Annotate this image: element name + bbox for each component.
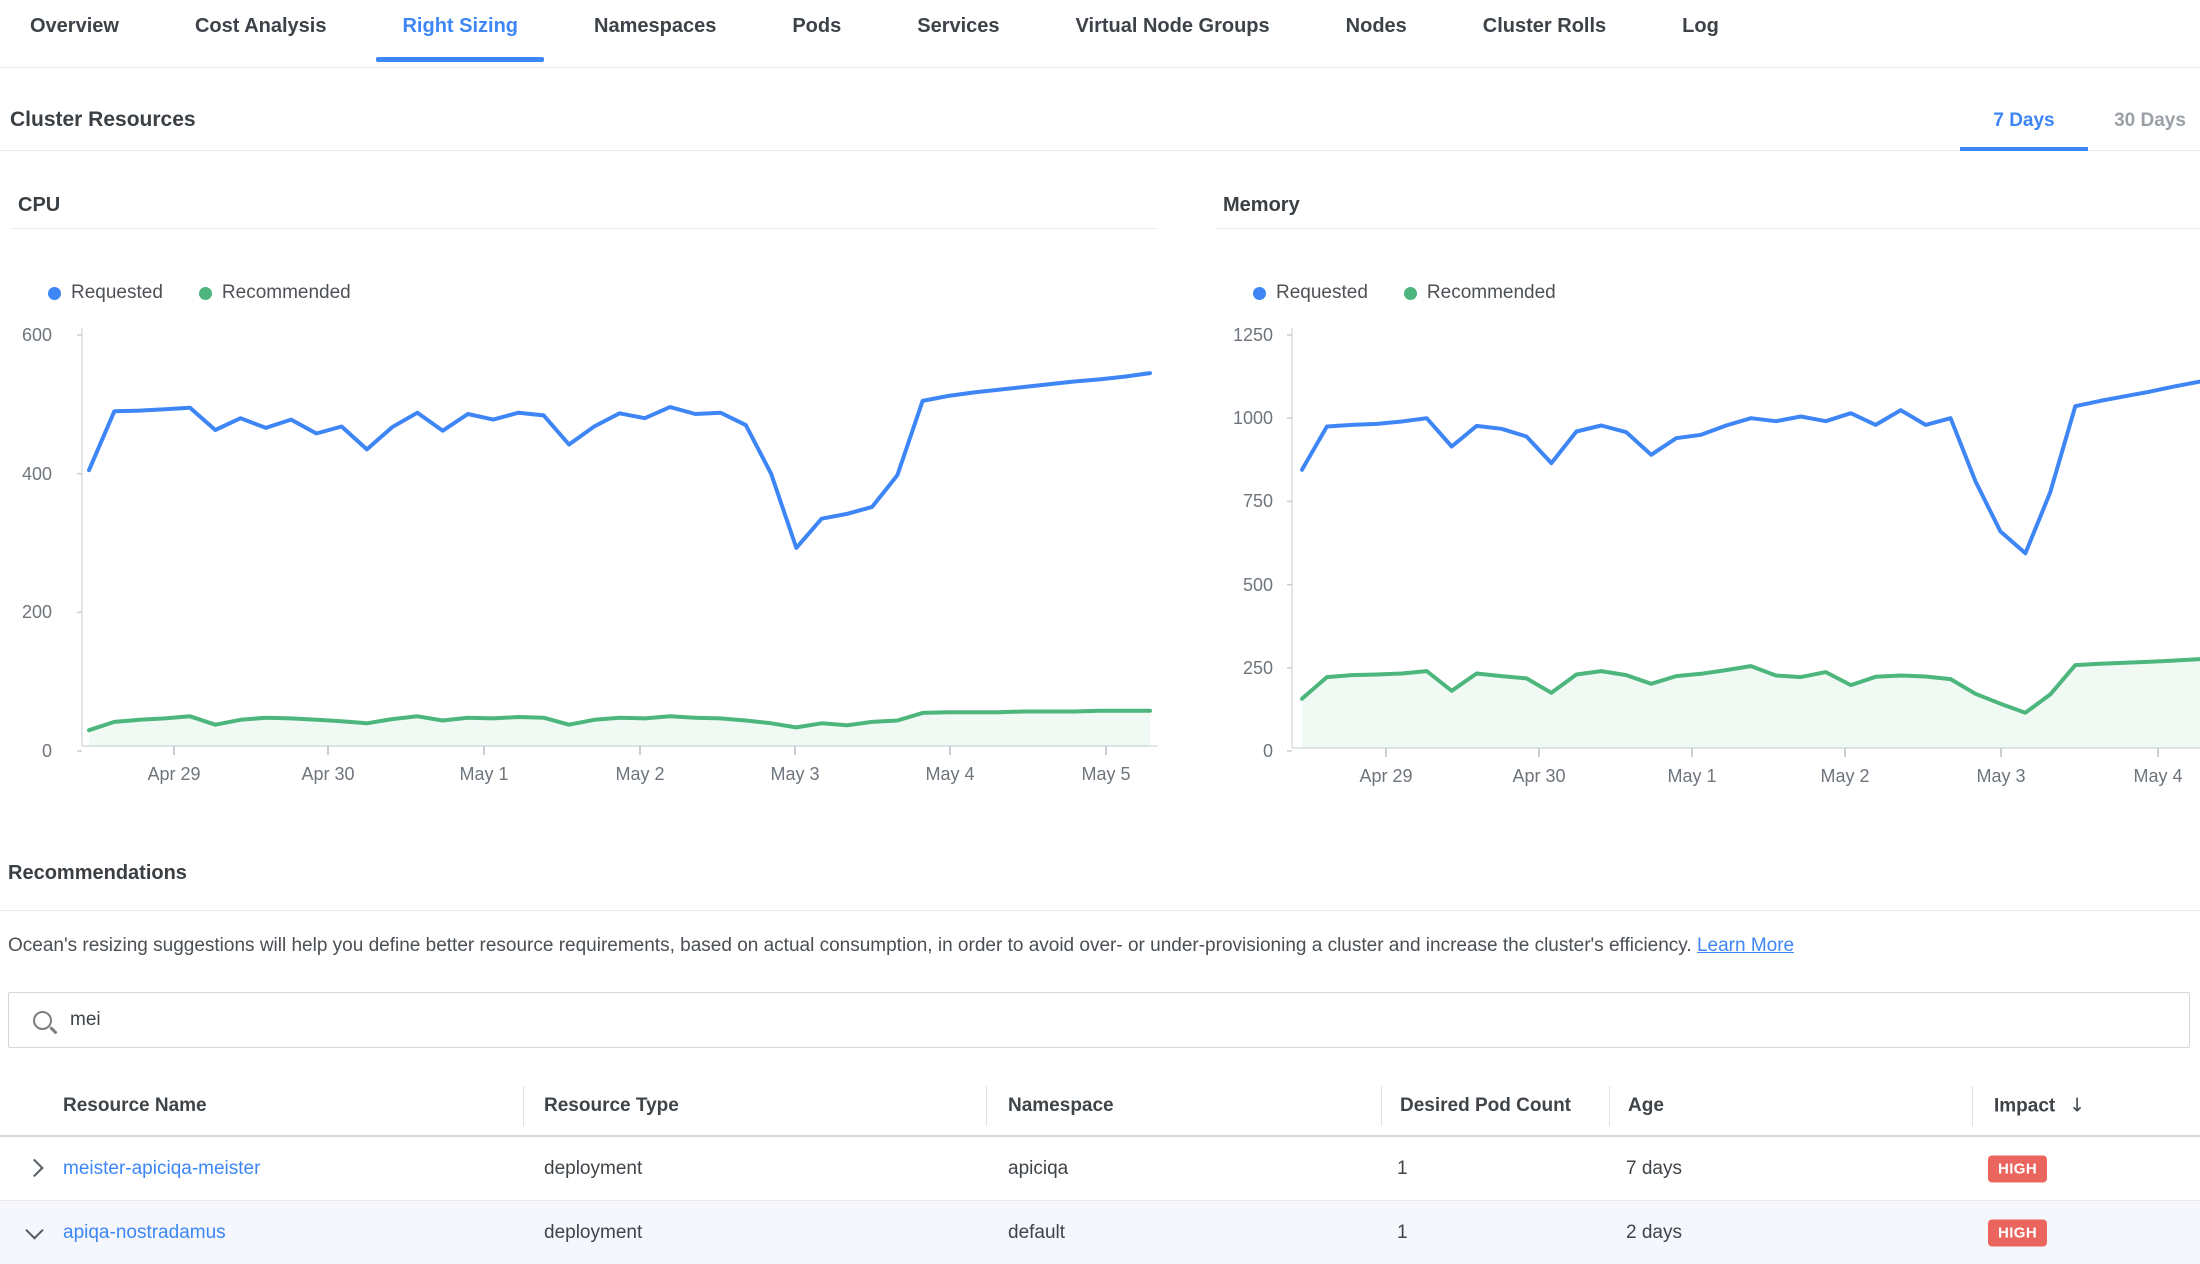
- age-cell: 2 days: [1626, 1222, 1682, 1244]
- tab-virtual-node-groups[interactable]: Virtual Node Groups: [1050, 0, 1296, 67]
- tab-services[interactable]: Services: [891, 0, 1025, 67]
- tab-cluster-rolls[interactable]: Cluster Rolls: [1457, 0, 1632, 67]
- column-divider: [1381, 1086, 1382, 1126]
- resource-type-cell: deployment: [544, 1158, 642, 1180]
- memory-chart-panel: Memory Requested Recommended 02505007501…: [1215, 180, 2200, 812]
- x-axis-label: May 1: [429, 764, 539, 785]
- x-axis-label: May 3: [740, 764, 850, 785]
- y-axis-label: 400: [10, 463, 52, 485]
- memory-chart-plot: [1215, 180, 2200, 812]
- tab-overview[interactable]: Overview: [4, 0, 145, 67]
- x-axis-label: May 2: [585, 764, 695, 785]
- cpu-chart-panel: CPU Requested Recommended 0200400600Apr …: [10, 180, 1158, 812]
- tab-cost-analysis[interactable]: Cost Analysis: [169, 0, 353, 67]
- resource-name-link[interactable]: apiqa-nostradamus: [63, 1222, 226, 1244]
- age-cell: 7 days: [1626, 1158, 1682, 1180]
- y-axis-label: 500: [1215, 574, 1273, 596]
- col-header-age: Age: [1628, 1095, 1664, 1117]
- table-row[interactable]: apiqa-nostradamus deployment default 1 2…: [0, 1201, 2200, 1264]
- tab-namespaces[interactable]: Namespaces: [568, 0, 742, 67]
- expand-chevron-right-icon[interactable]: [25, 1158, 43, 1176]
- col-header-resource-type: Resource Type: [544, 1095, 679, 1117]
- y-axis-label: 1000: [1215, 407, 1273, 429]
- y-axis-label: 0: [1215, 740, 1273, 762]
- tab-right-sizing[interactable]: Right Sizing: [376, 0, 544, 67]
- x-axis-label: Apr 29: [119, 764, 229, 785]
- col-header-resource-name: Resource Name: [63, 1095, 207, 1117]
- page-title: Cluster Resources: [10, 108, 196, 132]
- desired-pod-count-cell: 1: [1397, 1222, 1408, 1244]
- col-header-impact[interactable]: Impact↓: [1994, 1095, 2085, 1118]
- x-axis-label: Apr 29: [1331, 766, 1441, 787]
- y-axis-label: 1250: [1215, 324, 1273, 346]
- cluster-resources-section-header: Cluster Resources 7 Days 30 Days: [0, 68, 2200, 151]
- y-axis-label: 600: [10, 324, 52, 346]
- tab-nodes[interactable]: Nodes: [1320, 0, 1433, 67]
- tab-log[interactable]: Log: [1656, 0, 1745, 67]
- x-axis-label: May 3: [1946, 766, 2056, 787]
- search-input[interactable]: [68, 1008, 2189, 1032]
- desired-pod-count-cell: 1: [1397, 1158, 1408, 1180]
- tab-bar: Overview Cost Analysis Right Sizing Name…: [0, 0, 2200, 68]
- recommendations-description-text: Ocean's resizing suggestions will help y…: [8, 935, 1692, 956]
- table-row[interactable]: meister-apiciqa-meister deployment apici…: [0, 1137, 2200, 1201]
- resource-name-link[interactable]: meister-apiciqa-meister: [63, 1158, 260, 1180]
- period-toggle-30-days[interactable]: 30 Days: [2088, 110, 2200, 132]
- x-axis-label: May 4: [895, 764, 1005, 785]
- y-axis-label: 200: [10, 601, 52, 623]
- active-period-underline: [1960, 147, 2088, 151]
- column-divider: [986, 1086, 987, 1126]
- y-axis-label: 0: [10, 740, 52, 762]
- x-axis-label: Apr 30: [1484, 766, 1594, 787]
- recommendations-section-header: Recommendations: [0, 843, 2200, 911]
- namespace-cell: default: [1008, 1222, 1065, 1244]
- resource-type-cell: deployment: [544, 1222, 642, 1244]
- period-toggle-7-days[interactable]: 7 Days: [1960, 110, 2088, 132]
- recommendations-table-header: Resource Name Resource Type Namespace De…: [0, 1077, 2200, 1137]
- sort-desc-icon[interactable]: ↓: [2069, 1095, 2085, 1117]
- col-header-namespace: Namespace: [1008, 1095, 1114, 1117]
- x-axis-label: May 1: [1637, 766, 1747, 787]
- right-sizing-page: Overview Cost Analysis Right Sizing Name…: [0, 0, 2200, 1264]
- column-divider: [523, 1086, 524, 1126]
- x-axis-label: May 2: [1790, 766, 1900, 787]
- resource-search-box[interactable]: [8, 992, 2190, 1048]
- impact-high-badge: HIGH: [1988, 1155, 2047, 1182]
- cpu-chart-plot: [10, 180, 1158, 812]
- active-tab-underline: [376, 57, 544, 62]
- column-divider: [1972, 1086, 1973, 1126]
- col-header-desired-pod-count: Desired Pod Count: [1400, 1095, 1571, 1117]
- x-axis-label: May 5: [1051, 764, 1161, 785]
- column-divider: [1609, 1086, 1610, 1126]
- x-axis-label: May 4: [2103, 766, 2200, 787]
- collapse-chevron-down-icon[interactable]: [25, 1221, 43, 1239]
- y-axis-label: 250: [1215, 657, 1273, 679]
- tab-pods[interactable]: Pods: [766, 0, 867, 67]
- y-axis-label: 750: [1215, 490, 1273, 512]
- namespace-cell: apiciqa: [1008, 1158, 1068, 1180]
- search-icon: [33, 1011, 52, 1030]
- impact-high-badge: HIGH: [1988, 1219, 2047, 1246]
- x-axis-label: Apr 30: [273, 764, 383, 785]
- recommendations-description: Ocean's resizing suggestions will help y…: [8, 931, 2192, 960]
- learn-more-link[interactable]: Learn More: [1697, 935, 1794, 956]
- recommendations-title: Recommendations: [8, 862, 187, 885]
